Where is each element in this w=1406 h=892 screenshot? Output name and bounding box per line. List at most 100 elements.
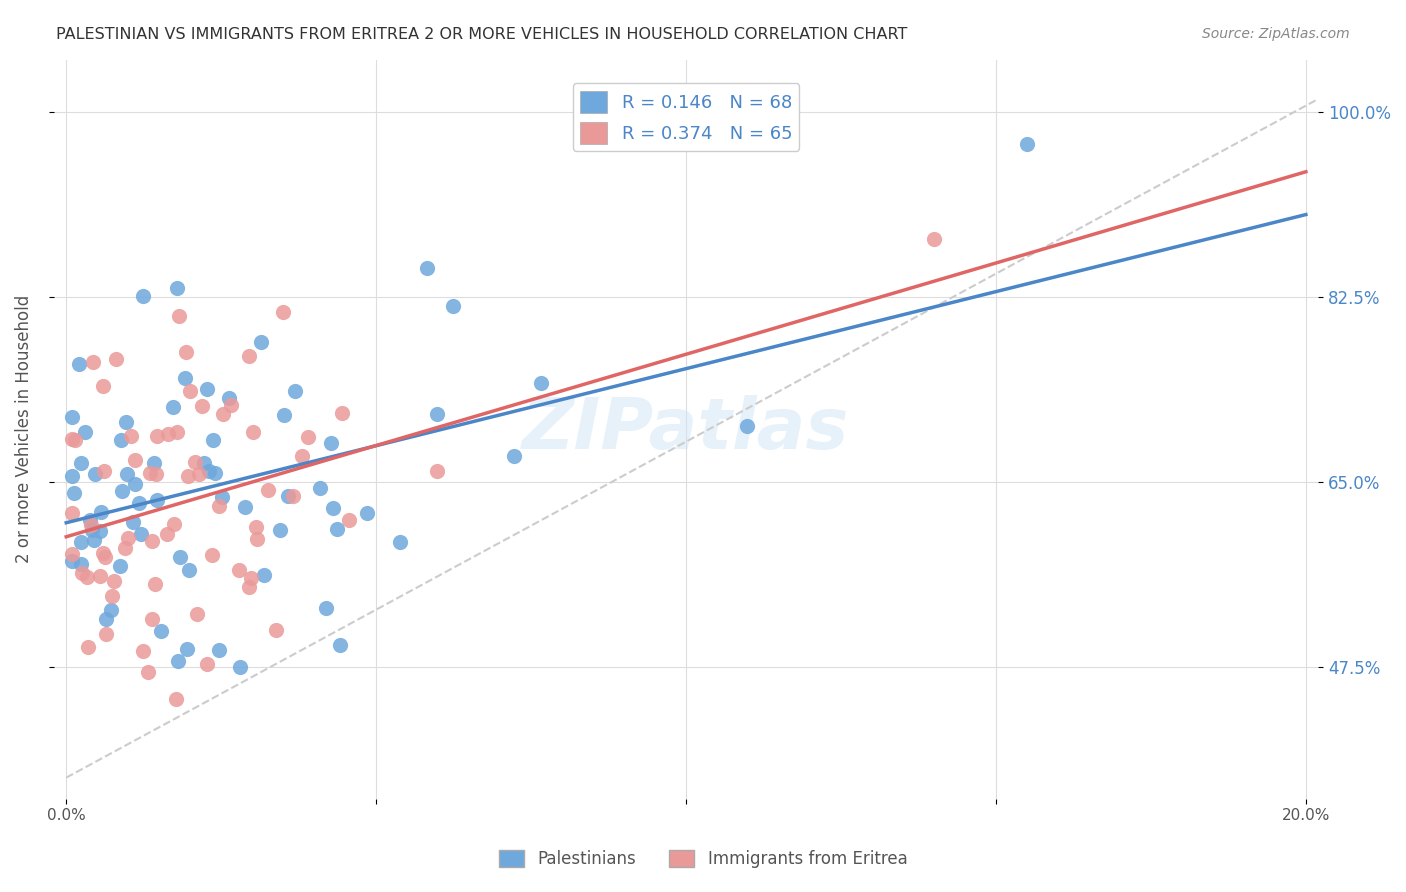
Point [77,640,100,655]
Point [111,484,134,499]
Point [176,344,198,359]
Point [184,455,207,469]
Point [166,425,188,439]
Point [530,376,553,390]
Point [330,406,353,420]
Point [326,523,349,537]
Point [132,289,155,303]
Point [149,624,172,638]
Legend: Palestinians, Immigrants from Eritrea: Palestinians, Immigrants from Eritrea [492,843,914,875]
Point [73,425,96,440]
Point [110,433,132,447]
Point [308,481,330,495]
Point [271,305,294,319]
Point [173,371,195,385]
Point [100,603,122,617]
Point [208,499,231,513]
Point [70,535,93,549]
Point [120,429,142,443]
Point [297,430,319,444]
Point [1015,137,1038,152]
Point [108,558,131,573]
Point [186,607,208,621]
Point [257,483,280,497]
Point [145,467,167,481]
Point [212,407,235,421]
Point [146,429,169,443]
Point [143,456,166,470]
Point [156,527,179,541]
Point [388,535,411,549]
Point [91,545,114,559]
Point [70,566,93,580]
Point [201,548,224,562]
Point [62,547,84,561]
Point [238,580,260,594]
Point [166,654,188,668]
Point [253,567,276,582]
Y-axis label: 2 or more Vehicles in Household: 2 or more Vehicles in Household [15,295,32,564]
Point [162,400,184,414]
Point [315,601,337,615]
Point [157,427,180,442]
Point [284,384,307,398]
Point [249,334,271,349]
Point [163,516,186,531]
Point [426,407,449,421]
Point [202,433,225,447]
Point [264,624,287,638]
Point [94,626,117,640]
Legend: R = 0.146   N = 68, R = 0.374   N = 65: R = 0.146 N = 68, R = 0.374 N = 65 [572,84,800,151]
Point [218,391,240,405]
Point [190,400,212,414]
Point [136,665,159,679]
Point [104,351,127,366]
Point [281,489,304,503]
Point [117,531,139,545]
Point [139,466,162,480]
Point [131,526,153,541]
Point [211,491,233,505]
Point [62,507,84,521]
Point [322,501,344,516]
Point [145,493,167,508]
Point [79,518,101,533]
Point [89,524,111,538]
Point [128,496,150,510]
Point [91,379,114,393]
Point [337,513,360,527]
Point [62,410,84,425]
Point [62,485,84,500]
Point [177,469,200,483]
Point [82,355,104,369]
Point [240,571,263,585]
Point [242,425,264,439]
Point [195,657,218,672]
Point [63,434,86,448]
Point [204,466,226,480]
Point [114,541,136,555]
Point [291,449,314,463]
Point [179,384,201,398]
Point [141,612,163,626]
Point [69,457,91,471]
Point [195,382,218,396]
Text: Source: ZipAtlas.com: Source: ZipAtlas.com [1202,27,1350,41]
Point [416,261,439,276]
Point [94,550,117,565]
Text: ZIPatlas: ZIPatlas [523,394,849,464]
Point [165,691,187,706]
Point [83,533,105,548]
Point [79,513,101,527]
Point [132,644,155,658]
Point [176,641,198,656]
Point [269,523,291,537]
Point [238,349,260,363]
Point [246,532,269,546]
Point [76,570,98,584]
Point [101,589,124,603]
Point [141,534,163,549]
Point [80,523,103,537]
Point [94,611,117,625]
Point [179,564,201,578]
